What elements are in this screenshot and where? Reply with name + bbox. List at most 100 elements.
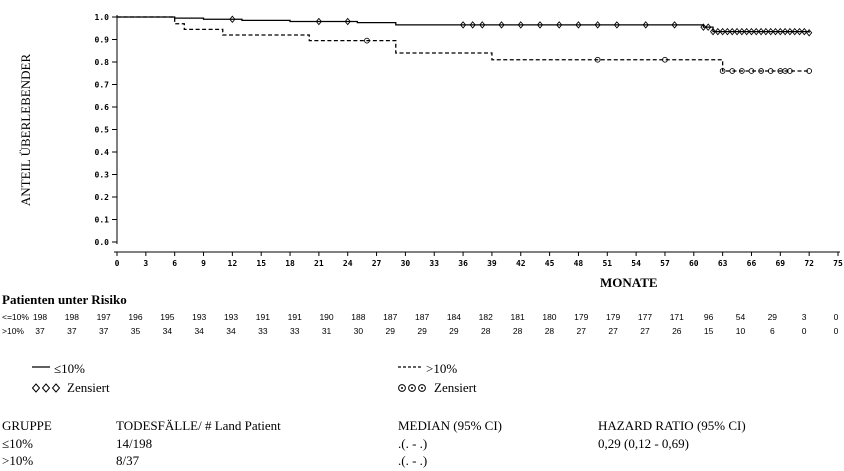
x-tick-label: 54: [631, 259, 641, 268]
censor-mark-le10: [709, 27, 717, 36]
x-tick-label: 3: [143, 259, 148, 268]
censor-mark-le10: [738, 27, 745, 36]
censor-mark-le10: [743, 27, 750, 36]
censor-mark-le10: [806, 29, 813, 37]
x-tick-label: 9: [201, 259, 206, 268]
risk-cell: 0: [833, 312, 839, 322]
risk-cell: 37: [67, 326, 77, 336]
curve-gt10: [117, 16, 810, 72]
survival-curves: [117, 15, 813, 74]
x-tick-label: 24: [343, 259, 353, 268]
risk-cell: 37: [98, 326, 109, 336]
censor-mark-gt10: [719, 68, 726, 74]
censor-mark-gt10: [662, 56, 668, 63]
censor-mark-le10: [700, 23, 707, 31]
censor-mark-le10: [714, 27, 721, 36]
risk-cell: 179: [606, 312, 621, 322]
risk-cell: 180: [542, 312, 557, 322]
censor-mark-gt10: [787, 68, 793, 74]
summary-row1-group: ≤10%: [2, 436, 33, 451]
censor-mark-le10: [575, 21, 582, 29]
risk-cell: 182: [478, 312, 493, 322]
censor-mark-le10: [344, 17, 351, 26]
risk-cell: 29: [449, 326, 459, 336]
risk-cell: 0: [801, 326, 807, 336]
censor-mark-le10: [315, 17, 322, 26]
y-tick-label: 0.7: [95, 81, 110, 90]
summary-row1-median: .(. - .): [398, 436, 428, 451]
y-tick-label: 0.6: [95, 103, 110, 112]
risk-cell: 188: [351, 312, 366, 322]
risk-row-label: <=10%: [2, 312, 29, 322]
y-tick-label: 0.1: [95, 216, 110, 225]
risk-cell: 0: [833, 326, 839, 336]
censor-mark-le10: [767, 27, 774, 36]
x-tick-label: 75: [833, 259, 843, 268]
risk-cell: 54: [735, 312, 746, 322]
risk-cell: 34: [194, 326, 204, 336]
summary-header-deaths: TODESFÄLLE/ # Land Patient: [116, 418, 281, 433]
y-tick-label: 1.0: [95, 13, 110, 22]
risk-cell: 196: [128, 312, 143, 322]
x-tick-label: 30: [401, 259, 411, 268]
risk-cell: 179: [574, 312, 589, 322]
x-tick-label: 48: [574, 259, 584, 268]
risk-cell: 193: [192, 312, 207, 322]
risk-cell: 27: [608, 326, 618, 336]
censor-mark-le10: [671, 21, 678, 29]
legend-gt10: >10%: [426, 361, 458, 376]
y-tick-label: 0.2: [95, 193, 110, 202]
risk-row-le10: <=10% 198 198 197 196 195 193 193 191 191 190 188 18…: [0, 312, 844, 324]
risk-cell: 177: [637, 312, 653, 322]
y-tick-label: 0.8: [95, 58, 110, 67]
legend-diamond-icon: [32, 383, 61, 393]
censor-mark-gt10: [758, 68, 764, 74]
risk-cell: 187: [383, 312, 398, 322]
censor-mark-gt10: [594, 56, 601, 63]
y-tick-label: 0.4: [95, 148, 110, 157]
x-tick-label: 36: [458, 259, 468, 268]
censor-mark-le10: [594, 21, 601, 29]
risk-cell: 198: [64, 312, 79, 322]
curve-le10: [117, 16, 810, 33]
censor-mark-le10: [469, 21, 476, 29]
censor-mark-le10: [705, 23, 712, 31]
summary-header-hr: HAZARD RATIO (95% CI): [598, 418, 746, 433]
summary-row2-deaths: 8/37: [116, 453, 140, 468]
x-tick-label: 51: [602, 259, 612, 268]
censor-mark-le10: [459, 21, 467, 29]
risk-cell: 10: [735, 326, 746, 336]
risk-cell: 96: [703, 312, 714, 322]
risk-cell: 193: [223, 312, 239, 322]
risk-row-gt10: >10% 37 37 37 35 34 34 34 33 33 31 30 29 29 29 28 28 28 27…: [0, 326, 844, 338]
x-tick-label: 45: [545, 259, 555, 268]
summary-row1-hr: 0,29 (0,12 - 0,69): [598, 436, 689, 451]
risk-cell: 27: [640, 326, 650, 336]
legend-censored-gt10: Zensiert: [434, 380, 477, 395]
x-tick-label: 39: [487, 259, 497, 268]
censor-mark-le10: [801, 27, 808, 36]
risk-cell: 34: [162, 326, 173, 336]
legend-censored-le10: Zensiert: [67, 380, 110, 395]
censor-mark-le10: [777, 27, 784, 36]
x-tick-label: 15: [256, 259, 266, 268]
y-tick-label: 0.3: [95, 171, 110, 180]
censor-mark-le10: [762, 27, 769, 36]
x-tick-label: 60: [689, 259, 699, 268]
censor-mark-le10: [791, 27, 798, 36]
risk-cell: 29: [385, 326, 395, 336]
risk-cell: 33: [258, 326, 268, 336]
risk-cell: 197: [96, 312, 111, 322]
risk-cell: 35: [130, 326, 141, 336]
x-tick-label: 42: [516, 259, 526, 268]
censor-mark-le10: [782, 27, 789, 36]
risk-cell: 190: [319, 312, 334, 322]
risk-cell: 187: [414, 312, 430, 322]
x-tick-label: 18: [285, 259, 295, 268]
summary-row2-median: .(. - .): [398, 453, 428, 468]
risk-cell: 181: [510, 312, 525, 322]
censor-mark-le10: [536, 21, 544, 29]
censor-mark-le10: [733, 27, 741, 36]
risk-cell: 34: [226, 326, 236, 336]
censor-mark-gt10: [739, 68, 745, 74]
